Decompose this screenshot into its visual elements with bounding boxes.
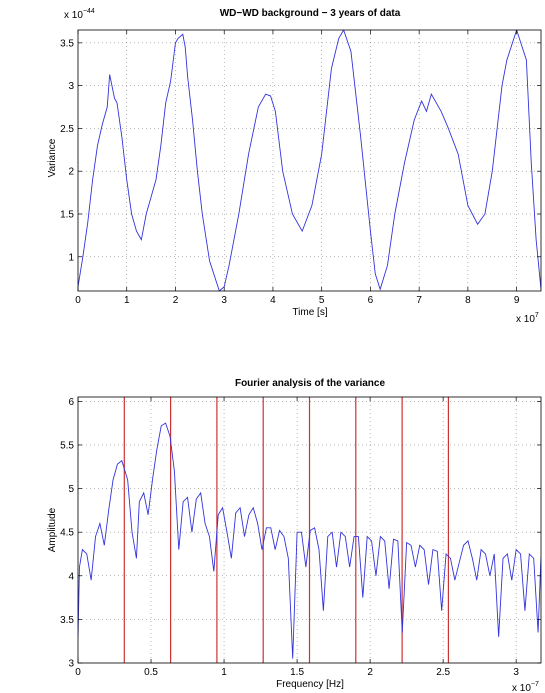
plot-frame [77,396,542,664]
x-tick-label: 0 [75,667,81,678]
x-tick-label: 8 [465,295,471,306]
x-tick-label: 3 [513,667,519,678]
fourier-chart: Fourier analysis of the variance Amplitu… [47,378,542,693]
x-tick-label: 1 [221,667,227,678]
x-tick-label: 6 [368,295,374,306]
time-series-chart: WD−WD background − 3 years of data x 10−… [47,8,542,325]
y-axis-label: Amplitude [47,507,58,552]
y-tick-label: 5 [68,484,74,495]
chart-title: Fourier analysis of the variance [235,378,385,389]
y-tick-label: 2 [68,167,74,178]
chart-title: WD−WD background − 3 years of data [220,8,401,19]
x-axis-label: Time [s] [292,307,327,318]
y-tick-label: 6 [68,397,74,408]
y-tick-label: 2.5 [60,124,74,135]
x-tick-label: 2.5 [436,667,450,678]
y-tick-label: 1.5 [60,209,74,220]
x-tick-label: 0 [75,295,81,306]
x-tick-label: 2 [173,295,179,306]
x-tick-label: 1.5 [290,667,304,678]
y-tick-label: 3 [68,81,74,92]
x-tick-label: 4 [270,295,276,306]
y-axis-label: Variance [47,138,58,177]
y-tick-label: 5.5 [60,440,74,451]
x-tick-label: 2 [367,667,373,678]
x-tick-label: 7 [416,295,422,306]
x-tick-label: 9 [514,295,520,306]
x-tick-label: 0.5 [144,667,158,678]
y-tick-label: 4 [68,571,74,582]
x-tick-label: 5 [319,295,325,306]
y-exponent-label: x 10−44 [64,8,95,21]
x-exponent-label: x 10−7 [512,681,539,693]
y-tick-label: 1 [68,252,74,263]
x-exponent-label: x 107 [516,312,539,325]
y-tick-label: 4.5 [60,528,74,539]
plot-frame [77,29,542,292]
x-tick-label: 3 [221,295,227,306]
y-tick-label: 3.5 [60,615,74,626]
y-tick-label: 3.5 [60,38,74,49]
x-axis-label: Frequency [Hz] [276,679,344,690]
series-line [78,422,541,659]
y-tick-label: 3 [68,659,74,670]
x-tick-label: 1 [124,295,130,306]
series-line [78,30,541,291]
